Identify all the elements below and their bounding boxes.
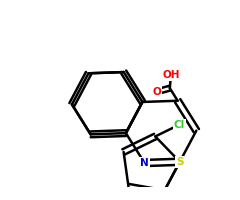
Text: Cl: Cl [174,120,185,130]
Text: O: O [152,87,161,97]
Text: N: N [140,158,149,168]
Text: OH: OH [162,70,180,80]
Text: S: S [176,157,184,167]
